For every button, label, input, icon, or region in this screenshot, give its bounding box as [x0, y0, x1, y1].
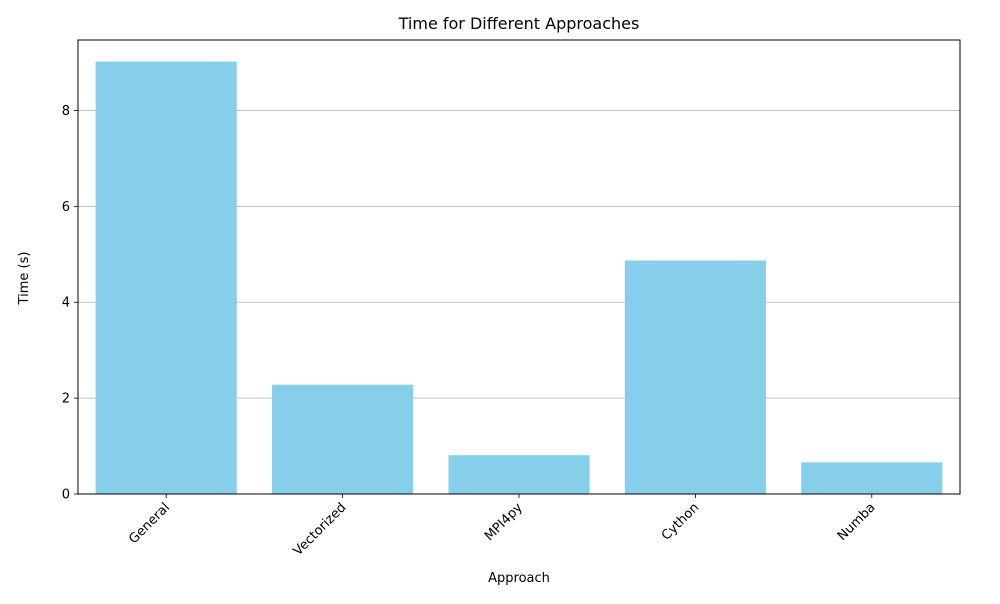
plot-frame	[77, 39, 961, 495]
x-tick-label: General	[126, 500, 173, 547]
x-axis-label: Approach	[488, 571, 550, 586]
y-tick-label: 2	[62, 392, 70, 407]
x-tick-label: Cython	[659, 500, 702, 543]
y-tick-label: 0	[62, 488, 70, 503]
x-tick-label: Vectorized	[291, 500, 350, 559]
x-tick-label: MPI4py	[482, 500, 526, 544]
bar-vectorized	[272, 384, 414, 494]
y-tick-label: 4	[62, 296, 70, 311]
y-axis-label: Time (s)	[17, 252, 32, 306]
axes	[74, 39, 961, 498]
y-tick-label: 6	[62, 200, 70, 215]
bars	[95, 61, 943, 494]
y-tick-label: 8	[62, 104, 70, 119]
bar-numba	[801, 462, 943, 494]
x-tick-label: Numba	[835, 500, 879, 544]
chart-title: Time for Different Approaches	[398, 14, 640, 33]
bar-mpi4py	[448, 455, 590, 494]
bar-general	[95, 61, 237, 494]
bar-cython	[624, 260, 766, 494]
